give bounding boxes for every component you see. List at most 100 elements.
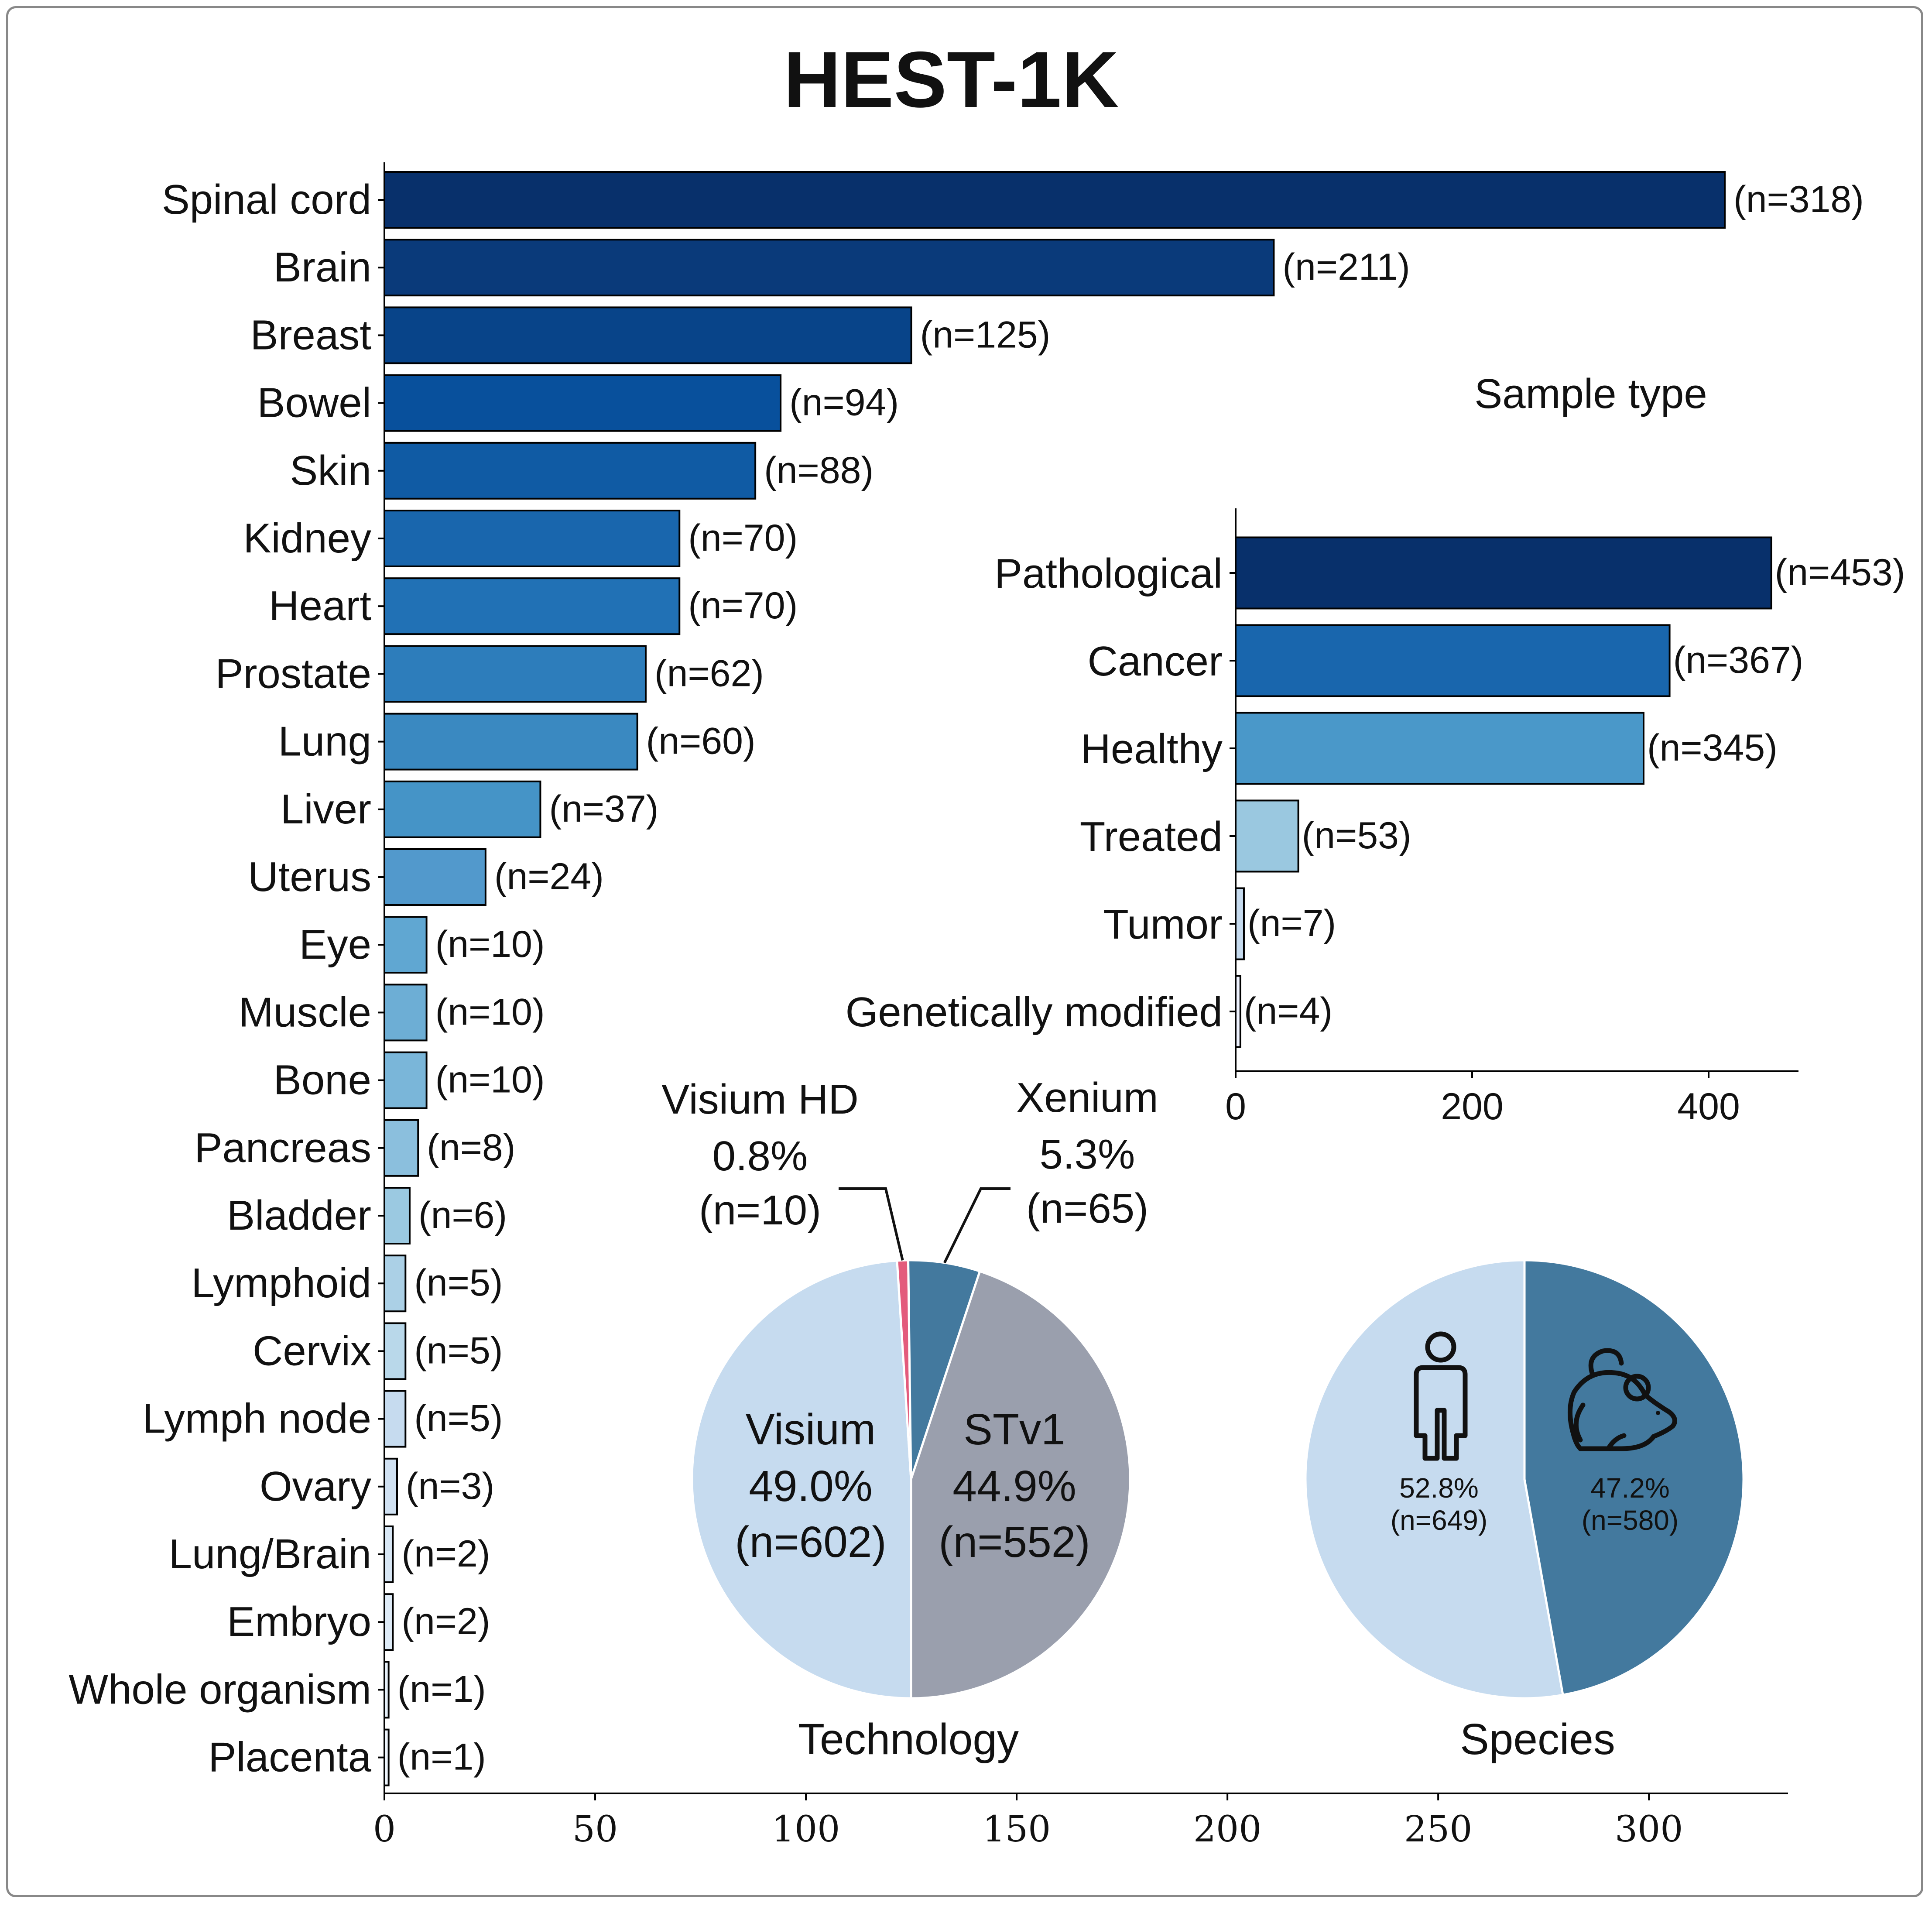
tissue-value-label: (n=211) [1282,246,1410,288]
pie-slice [1304,1259,1564,1700]
tissue-category-label: Lymphoid [191,1260,371,1306]
tissue-category-label: Heart [269,583,371,629]
sample-value-label: (n=345) [1647,727,1778,769]
sample-category-label: Genetically modified [846,989,1223,1035]
tissue-bar [384,848,486,906]
tissue-category-label: Embryo [227,1598,371,1645]
sample-category-label: Tumor [1103,901,1223,948]
sample-category-label: Treated [1080,813,1223,860]
sample-type-title: Sample type [1474,370,1707,417]
pie-slice-label: Visium [746,1405,876,1454]
tissue-x-tick-label: 150 [983,1809,1051,1850]
tissue-x-tick-label: 250 [1404,1809,1473,1850]
tissue-bar [384,1051,428,1109]
species-pie-chart: 52.8%(n=649) 47.2%(n=580) Species [1304,1259,1745,1764]
tissue-category-label: Eye [299,921,371,968]
pie-slice [910,1270,1131,1700]
pie-slice-percent: 52.8% [1399,1472,1478,1504]
sample-category-label: Healthy [1081,726,1223,772]
sample-value-label: (n=53) [1302,815,1411,857]
sample-value-label: (n=7) [1247,902,1336,944]
sample-bar [1235,799,1299,873]
tissue-category-label: Muscle [239,989,371,1035]
leader-line [839,1187,904,1261]
figure-title: HEST-1K [784,35,1119,124]
sample-x-tick-label: 0 [1225,1086,1246,1128]
tissue-value-label: (n=1) [397,1736,486,1778]
pie-slice-count: (n=10) [699,1187,821,1234]
technology-title: Technology [798,1715,1019,1764]
sample-value-label: (n=4) [1244,990,1333,1032]
tissue-value-label: (n=94) [789,382,899,424]
sample-bar [1235,624,1671,697]
tissue-category-label: Lung/Brain [169,1531,371,1577]
tissue-bar [384,1457,398,1515]
tissue-bar [384,442,757,500]
human-icon [1414,1331,1468,1461]
pie-slice [907,1259,981,1480]
tissue-value-label: (n=318) [1733,178,1864,220]
pie-slice-count: (n=649) [1391,1505,1487,1536]
tissue-category-label: Lymph node [142,1395,371,1442]
tissue-value-label: (n=3) [406,1465,494,1507]
tissue-bar [384,1728,390,1786]
pie-slice-percent: 44.9% [952,1462,1076,1511]
tissue-value-label: (n=62) [654,652,764,694]
pie-slice-percent: 0.8% [713,1133,808,1179]
pie-slice-count: (n=65) [1026,1185,1148,1232]
sample-category-label: Pathological [994,550,1223,597]
tissue-bar [384,374,782,432]
tissue-value-label: (n=70) [688,585,798,627]
pie-slice [1523,1259,1745,1697]
tissue-category-label: Brain [274,244,371,291]
pie-slice-label: Visium HD [661,1076,859,1123]
tissue-x-tick-label: 100 [772,1809,840,1850]
tissue-category-label: Placenta [208,1734,371,1781]
pie-slice-label: STv1 [963,1405,1065,1454]
sample-value-label: (n=453) [1775,552,1905,593]
mouse-icon [1567,1348,1677,1451]
technology-pie-chart: Visium 49.0% (n=602) STv1 44.9% (n=552) Visium… [661,1074,1158,1764]
tissue-category-label: Skin [290,447,371,494]
tissue-bar [384,577,681,635]
tissue-bar [384,780,541,838]
tissue-value-label: (n=5) [414,1398,503,1440]
species-title: Species [1460,1715,1615,1764]
sample-bar [1235,712,1644,785]
sample-bar [1235,887,1245,960]
tissue-bar [384,645,647,703]
tissue-value-label: (n=5) [414,1330,503,1371]
tissue-bar [384,1593,394,1651]
tissue-category-label: Lung [278,718,371,765]
tissue-category-label: Bladder [227,1192,371,1239]
pie-slice-count: (n=602) [735,1518,886,1567]
tissue-bar [384,713,638,771]
sample-category-label: Cancer [1088,638,1223,685]
pie-slice-count: (n=552) [939,1518,1090,1567]
tissue-category-label: Ovary [260,1463,371,1510]
pie-slice-percent: 47.2% [1590,1472,1669,1504]
pie-slice-percent: 49.0% [749,1462,873,1511]
sample-x-tick-label: 400 [1677,1086,1740,1128]
tissue-bar [384,239,1275,297]
tissue-category-label: Cervix [253,1327,371,1374]
tissue-value-label: (n=10) [435,923,545,965]
tissue-bar [384,984,428,1042]
tissue-category-label: Breast [250,312,371,358]
sample-x-tick-label: 200 [1441,1086,1504,1128]
sample-bar [1235,975,1241,1048]
tissue-value-label: (n=24) [494,856,604,898]
pie-slice [691,1259,912,1700]
tissue-value-label: (n=6) [418,1194,507,1236]
tissue-category-label: Prostate [215,650,371,697]
tissue-value-label: (n=2) [401,1533,490,1575]
tissue-bar [384,1661,390,1719]
tissue-value-label: (n=5) [414,1262,503,1304]
tissue-bar [384,1390,407,1448]
tissue-category-label: Pancreas [194,1124,371,1171]
tissue-x-tick-label: 50 [572,1809,618,1850]
tissue-bar-chart: Spinal cord (n=318) Brain (n=211) Breast (n=1… [69,162,1864,1850]
tissue-bar [384,171,1726,229]
leader-line [943,1187,1011,1264]
